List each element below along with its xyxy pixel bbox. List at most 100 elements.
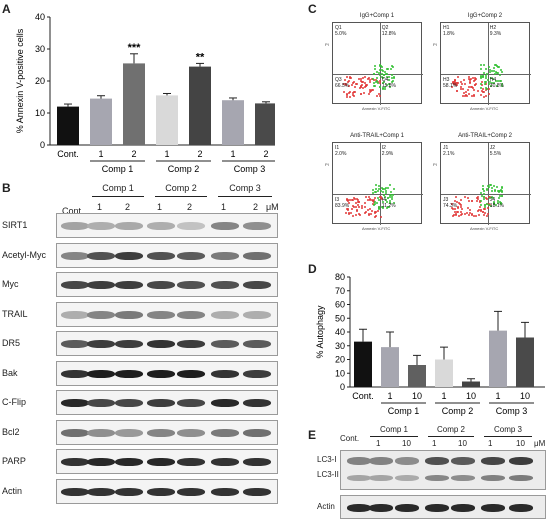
blot-band [177, 458, 205, 466]
event-dot [480, 191, 483, 194]
event-dot [480, 68, 483, 71]
event-dot [489, 77, 492, 80]
event-dot [364, 76, 367, 79]
event-dot [500, 71, 503, 74]
event-dot [477, 209, 480, 212]
blot-band [347, 504, 371, 512]
blot-band [369, 457, 393, 465]
event-dot [364, 206, 367, 209]
event-dot [358, 205, 361, 208]
quadrant-value: 2.1% [443, 151, 455, 157]
event-dot [378, 187, 381, 190]
blot-band [211, 458, 239, 466]
blot-band [147, 369, 175, 378]
event-dot [482, 188, 485, 191]
event-dot [473, 78, 476, 81]
event-dot [454, 78, 457, 81]
blot-band [243, 251, 271, 260]
event-dot [385, 207, 388, 210]
event-dot [460, 80, 463, 83]
blot-band [61, 487, 89, 496]
event-dot [391, 81, 394, 84]
blot-strip [56, 331, 278, 356]
event-dot [347, 199, 350, 202]
blot-strip [56, 213, 278, 238]
blot-band [87, 281, 115, 289]
lane-header-cont: Cont. [62, 206, 84, 216]
event-dot [381, 188, 384, 191]
event-dot [374, 85, 377, 88]
event-dot [374, 214, 377, 217]
event-dot [485, 188, 488, 191]
event-dot [374, 184, 377, 187]
unit-label: μM [266, 202, 279, 212]
blot-band [87, 310, 115, 319]
flow-x-axis-label: Annexin V-FITC [362, 226, 391, 231]
event-dot [391, 66, 394, 69]
event-dot [358, 78, 361, 81]
blot-band [87, 251, 115, 260]
blot-strip [56, 419, 278, 445]
quadrant-name: H3 [443, 76, 450, 83]
event-dot [371, 78, 374, 81]
event-dot [383, 87, 386, 90]
blot-band [451, 504, 475, 512]
event-dot [386, 67, 389, 70]
event-dot [500, 187, 503, 190]
event-dot [471, 212, 474, 215]
event-dot [364, 210, 367, 213]
event-dot [381, 186, 384, 189]
quadrant-line-v [379, 23, 381, 105]
blot-band [211, 340, 239, 348]
event-dot [386, 196, 389, 199]
event-dot [353, 85, 356, 88]
event-dot [483, 198, 486, 201]
event-dot [482, 196, 485, 199]
event-dot [383, 70, 386, 73]
western-blot-b: Cont. Comp 1 Comp 2 Comp 3 1 2 1 2 1 2 μM SIRT1 Acet… [2, 183, 279, 504]
event-dot [355, 82, 358, 85]
blot-band [177, 251, 205, 260]
blot-band [425, 475, 449, 481]
lc3-strip [340, 450, 546, 490]
event-dot [454, 208, 457, 211]
event-dot [493, 73, 496, 76]
blot-band [147, 310, 175, 319]
event-dot [481, 195, 484, 197]
event-dot [351, 83, 354, 86]
chart-a-x-tick-label: 1 [164, 149, 169, 159]
quadrant-line-v [487, 143, 489, 225]
panel-label-b: B [2, 181, 11, 195]
event-dot [451, 82, 454, 85]
row-label: Bak [2, 367, 18, 378]
event-dot [479, 87, 482, 90]
event-dot [488, 66, 491, 68]
event-dot [352, 199, 355, 202]
event-dot [496, 199, 499, 202]
blot-strip [56, 272, 278, 297]
chart-a-x-tick-label: 2 [263, 149, 268, 159]
event-dot [389, 200, 392, 203]
chart-a-y-tick-label: 40 [35, 12, 45, 22]
event-dot [380, 69, 383, 72]
event-dot [380, 195, 383, 198]
chart-d-group-label: Comp 2 [442, 406, 474, 416]
event-dot [348, 199, 351, 202]
event-dot [481, 75, 484, 78]
flow-plot: J1 2.1% J2 5.5% J3 74.3% J4 18.1% [440, 142, 531, 225]
quadrant-name: H2 [489, 25, 497, 31]
blot-band [177, 340, 205, 348]
event-dot [453, 200, 456, 203]
event-dot [499, 195, 502, 197]
event-dot [484, 82, 487, 85]
event-dot [387, 206, 390, 209]
blot-strip [56, 390, 278, 415]
event-dot [458, 215, 461, 218]
event-dot [391, 77, 394, 80]
event-dot [349, 95, 352, 98]
event-dot [485, 214, 488, 217]
blot-band [211, 310, 239, 319]
event-dot [493, 66, 496, 69]
blot-band [243, 458, 271, 466]
chart-d-group-label: Comp 1 [388, 406, 420, 416]
